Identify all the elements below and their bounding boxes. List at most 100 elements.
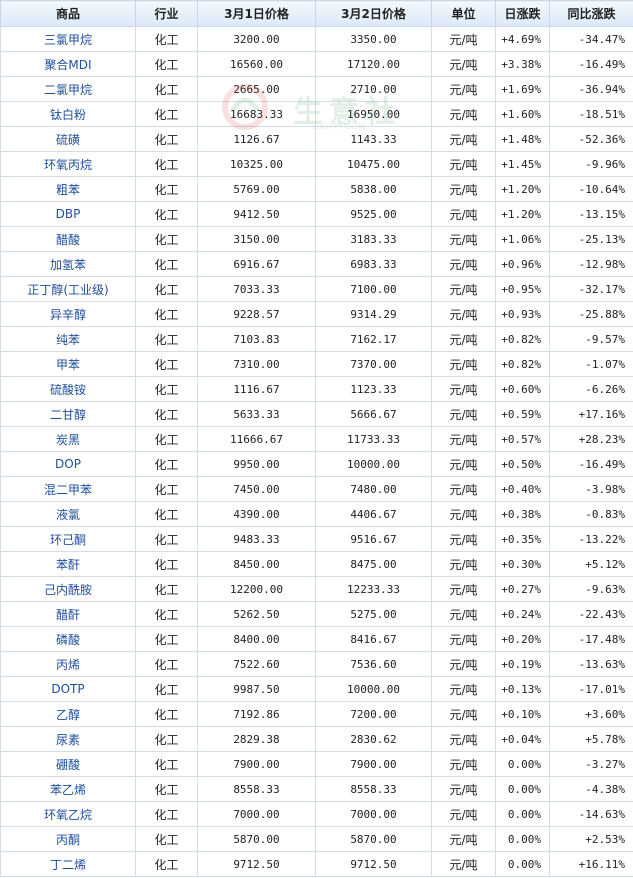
product-name[interactable]: DOP [0, 451, 136, 477]
yoy-change: -13.63% [549, 651, 633, 677]
table-row: 正丁醇(工业级) 化工 7033.33 7100.00 元/吨 +0.95% -32.17% [0, 276, 633, 302]
daily-change: +0.27% [495, 576, 550, 602]
daily-change: +0.50% [495, 451, 550, 477]
daily-change: 0.00% [495, 751, 550, 777]
product-name[interactable]: 己内酰胺 [0, 576, 136, 602]
daily-change: +0.82% [495, 351, 550, 377]
product-name[interactable]: 钛白粉 [0, 101, 136, 127]
price-day2: 7200.00 [315, 701, 432, 727]
price-day1: 7103.83 [197, 326, 316, 352]
daily-change: 0.00% [495, 851, 550, 877]
table-row: 炭黑 化工 11666.67 11733.33 元/吨 +0.57% +28.23% [0, 426, 633, 452]
unit: 元/吨 [431, 76, 496, 102]
product-name[interactable]: 纯苯 [0, 326, 136, 352]
product-name[interactable]: 二氯甲烷 [0, 76, 136, 102]
table-row: 丁二烯 化工 9712.50 9712.50 元/吨 0.00% +16.11% [0, 851, 633, 877]
price-day2: 2710.00 [315, 76, 432, 102]
product-name[interactable]: 环己酮 [0, 526, 136, 552]
product-name[interactable]: 丁二烯 [0, 851, 136, 877]
price-day2: 5275.00 [315, 601, 432, 627]
price-day2: 17120.00 [315, 51, 432, 77]
table-row: 苯酐 化工 8450.00 8475.00 元/吨 +0.30% +5.12% [0, 551, 633, 577]
industry: 化工 [135, 426, 198, 452]
price-day1: 3200.00 [197, 26, 316, 52]
daily-change: +0.04% [495, 726, 550, 752]
industry: 化工 [135, 501, 198, 527]
price-day1: 7450.00 [197, 476, 316, 502]
product-name[interactable]: 醋酸 [0, 226, 136, 252]
price-day1: 9483.33 [197, 526, 316, 552]
product-name[interactable]: 环氧乙烷 [0, 801, 136, 827]
price-day2: 7480.00 [315, 476, 432, 502]
product-name[interactable]: 二甘醇 [0, 401, 136, 427]
price-day2: 2830.62 [315, 726, 432, 752]
yoy-change: -1.07% [549, 351, 633, 377]
unit: 元/吨 [431, 476, 496, 502]
unit: 元/吨 [431, 651, 496, 677]
product-name[interactable]: 硫酸铵 [0, 376, 136, 402]
product-name[interactable]: 聚合MDI [0, 51, 136, 77]
product-name[interactable]: 炭黑 [0, 426, 136, 452]
product-name[interactable]: 磷酸 [0, 626, 136, 652]
table-row: 磷酸 化工 8400.00 8416.67 元/吨 +0.20% -17.48% [0, 626, 633, 652]
price-day2: 6983.33 [315, 251, 432, 277]
header-daily-change: 日涨跌 [495, 0, 550, 27]
yoy-change: -17.01% [549, 676, 633, 702]
table-row: 醋酐 化工 5262.50 5275.00 元/吨 +0.24% -22.43% [0, 601, 633, 627]
table-row: 钛白粉 化工 16683.33 16950.00 元/吨 +1.60% -18.51% [0, 101, 633, 127]
price-day1: 7033.33 [197, 276, 316, 302]
price-day2: 5838.00 [315, 176, 432, 202]
product-name[interactable]: 苯乙烯 [0, 776, 136, 802]
yoy-change: -3.98% [549, 476, 633, 502]
price-day1: 9712.50 [197, 851, 316, 877]
price-day2: 8416.67 [315, 626, 432, 652]
price-day2: 1143.33 [315, 126, 432, 152]
unit: 元/吨 [431, 851, 496, 877]
yoy-change: -52.36% [549, 126, 633, 152]
price-day2: 3183.33 [315, 226, 432, 252]
product-name[interactable]: 异辛醇 [0, 301, 136, 327]
product-name[interactable]: 正丁醇(工业级) [0, 276, 136, 302]
unit: 元/吨 [431, 101, 496, 127]
product-name[interactable]: 粗苯 [0, 176, 136, 202]
product-name[interactable]: DOTP [0, 676, 136, 702]
unit: 元/吨 [431, 51, 496, 77]
price-day1: 9412.50 [197, 201, 316, 227]
industry: 化工 [135, 476, 198, 502]
yoy-change: -9.96% [549, 151, 633, 177]
table-row: 纯苯 化工 7103.83 7162.17 元/吨 +0.82% -9.57% [0, 326, 633, 352]
industry: 化工 [135, 451, 198, 477]
product-name[interactable]: 液氯 [0, 501, 136, 527]
product-name[interactable]: 苯酐 [0, 551, 136, 577]
product-name[interactable]: 丙烯 [0, 651, 136, 677]
product-name[interactable]: DBP [0, 201, 136, 227]
yoy-change: +17.16% [549, 401, 633, 427]
product-name[interactable]: 硼酸 [0, 751, 136, 777]
daily-change: +1.20% [495, 201, 550, 227]
daily-change: +1.06% [495, 226, 550, 252]
table-row: 环氧乙烷 化工 7000.00 7000.00 元/吨 0.00% -14.63% [0, 801, 633, 827]
product-name[interactable]: 尿素 [0, 726, 136, 752]
daily-change: +0.59% [495, 401, 550, 427]
header-industry: 行业 [135, 0, 198, 27]
product-name[interactable]: 混二甲苯 [0, 476, 136, 502]
product-name[interactable]: 加氢苯 [0, 251, 136, 277]
product-name[interactable]: 环氧丙烷 [0, 151, 136, 177]
price-day2: 9516.67 [315, 526, 432, 552]
unit: 元/吨 [431, 176, 496, 202]
yoy-change: -3.27% [549, 751, 633, 777]
unit: 元/吨 [431, 126, 496, 152]
product-name[interactable]: 丙酮 [0, 826, 136, 852]
product-name[interactable]: 三氯甲烷 [0, 26, 136, 52]
yoy-change: -34.47% [549, 26, 633, 52]
yoy-change: -4.38% [549, 776, 633, 802]
product-name[interactable]: 硫磺 [0, 126, 136, 152]
product-name[interactable]: 乙醇 [0, 701, 136, 727]
yoy-change: -32.17% [549, 276, 633, 302]
table-row: 丙烯 化工 7522.60 7536.60 元/吨 +0.19% -13.63% [0, 651, 633, 677]
price-day1: 9228.57 [197, 301, 316, 327]
industry: 化工 [135, 51, 198, 77]
product-name[interactable]: 醋酐 [0, 601, 136, 627]
product-name[interactable]: 甲苯 [0, 351, 136, 377]
